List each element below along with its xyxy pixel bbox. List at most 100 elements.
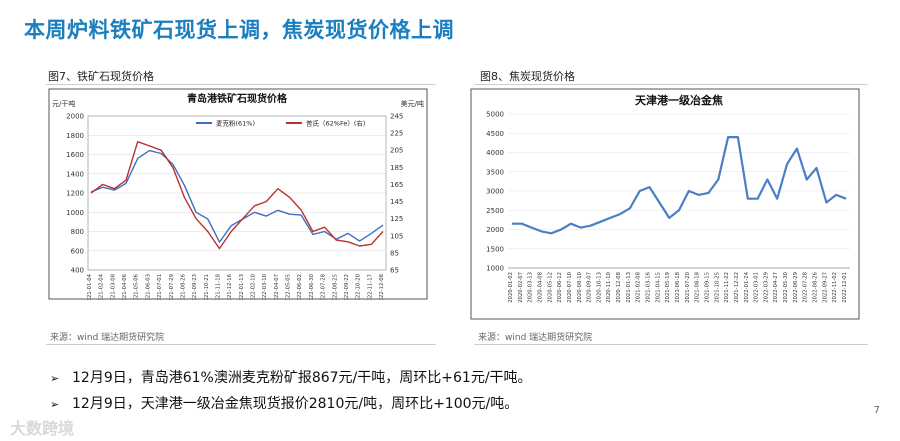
x-tick-label: 2021-06-18 <box>675 271 681 302</box>
x-tick-label: 2022-06-29 <box>793 272 799 303</box>
x-tick-label: 2021-05-06 <box>134 273 140 300</box>
x-tick-label: 2021-04-06 <box>122 273 128 300</box>
x-tick-label: 2022-06-30 <box>309 273 315 300</box>
x-tick-label: 2021-07-29 <box>169 274 175 300</box>
figure-8-source: 来源：wind 瑞达期货研究院 <box>478 333 593 343</box>
plot-area <box>87 115 387 271</box>
y-tick-right: 105 <box>390 232 403 240</box>
slide-title: 本周炉料铁矿石现货上调，焦炭现货价格上调 <box>24 18 454 42</box>
figure-7-bottom-divider <box>46 344 436 345</box>
x-tick-label: 2021-01-04 <box>87 273 93 300</box>
y-tick-left: 800 <box>71 228 84 236</box>
y-tick: 5000 <box>486 111 504 119</box>
y-tick-right: 185 <box>390 164 403 172</box>
x-tick-label: 2022-01-13 <box>239 274 245 300</box>
y-tick-left: 1800 <box>66 132 84 140</box>
x-tick-label: 2020-01-02 <box>508 272 514 303</box>
y-tick-left: 400 <box>71 267 84 275</box>
y-tick-left: 600 <box>71 247 84 255</box>
y-axis-left-label: 元/干吨 <box>52 99 75 108</box>
x-tick-label: 2022-11-17 <box>367 274 373 300</box>
y-tick-right: 245 <box>390 113 403 121</box>
bullet-text: 12月9日，天津港一级冶金焦现货报价2810元/吨，周环比+100元/吨。 <box>72 396 519 412</box>
x-tick-label: 2021-07-01 <box>157 274 163 300</box>
series-line-coke <box>512 135 847 235</box>
figure-8-caption: 图8、焦炭现货价格 <box>480 70 575 83</box>
y-tick-left: 1200 <box>66 190 84 198</box>
x-tick-label: 2022-12-01 <box>842 272 848 303</box>
y-tick-right: 205 <box>390 147 403 155</box>
x-tick-label: 2020-03-13 <box>528 272 534 303</box>
x-tick-label: 2022-02-10 <box>251 273 257 300</box>
y-tick: 4000 <box>486 149 504 157</box>
arrow-bullet-icon: ➢ <box>50 372 60 385</box>
x-tick-label: 2021-08-26 <box>180 273 186 300</box>
x-tick-label: 2021-02-04 <box>99 273 105 300</box>
x-tick-label: 2022-05-05 <box>286 274 292 300</box>
legend-label: 麦克粉(61%) <box>216 119 255 128</box>
x-tick-label: 2021-04-15 <box>655 272 661 303</box>
x-tick-label: 2021-06-03 <box>145 274 151 300</box>
figure-8-divider <box>474 84 868 85</box>
x-tick-label: 2022-03-01 <box>754 272 760 303</box>
y-tick: 3500 <box>486 168 504 176</box>
bullet-item: ➢ 12月9日，青岛港61%澳洲麦克粉矿报867元/干吨，周环比+61元/干吨。 <box>50 365 532 391</box>
x-tick-label: 2022-12-08 <box>379 273 385 300</box>
x-tick-label: 2021-01-13 <box>626 272 632 303</box>
y-tick-left: 2000 <box>66 113 84 121</box>
figure-8-bottom-divider <box>474 344 868 345</box>
x-tick-label: 2022-09-22 <box>344 274 350 300</box>
chart-frame <box>470 88 860 320</box>
x-tick-label: 2022-08-25 <box>332 274 338 300</box>
arrow-bullet-icon: ➢ <box>50 398 60 411</box>
x-tick-label: 2021-12-16 <box>227 273 233 300</box>
y-tick: 1000 <box>486 265 504 273</box>
y-tick-right: 125 <box>390 215 403 223</box>
x-tick-label: 2021-03-08 <box>110 273 116 300</box>
page-number: 7 <box>873 405 880 416</box>
x-tick-label: 2020-08-10 <box>577 271 583 302</box>
x-tick-label: 2021-11-18 <box>215 273 221 300</box>
y-tick-right: 165 <box>390 181 403 189</box>
x-tick-label: 2020-07-10 <box>567 271 573 302</box>
y-tick-right: 145 <box>390 198 403 206</box>
x-tick-label: 2022-09-27 <box>822 272 828 303</box>
x-tick-label: 2022-07-28 <box>803 271 809 302</box>
x-tick-label: 2021-10-25 <box>714 272 720 303</box>
x-tick-label: 2021-08-18 <box>695 271 701 302</box>
y-tick-left: 1000 <box>66 209 84 217</box>
y-tick: 2000 <box>486 226 504 234</box>
series-line-platts <box>90 141 384 250</box>
x-tick-label: 2020-04-08 <box>537 271 543 302</box>
chart-title: 天津港一级冶金焦 <box>635 93 723 107</box>
y-tick-right: 85 <box>390 249 399 257</box>
y-tick: 1500 <box>486 245 504 253</box>
bullet-item: ➢ 12月9日，天津港一级冶金焦现货报价2810元/吨，周环比+100元/吨。 <box>50 391 532 417</box>
x-tick-label: 2020-02-07 <box>518 272 524 303</box>
figure-7-caption: 图7、铁矿石现货价格 <box>48 70 154 83</box>
x-tick-label: 2020-09-07 <box>587 272 593 303</box>
figure-7-source: 来源：wind 瑞达期货研究院 <box>50 333 165 343</box>
x-tick-label: 2022-04-27 <box>773 272 779 303</box>
legend-label: 普氏（62%Fe）(右) <box>306 119 365 128</box>
x-tick-label: 2022-03-29 <box>763 272 769 303</box>
x-tick-label: 2020-06-12 <box>557 272 563 303</box>
x-tick-label: 2020-05-12 <box>547 272 553 303</box>
x-tick-label: 2022-01-24 <box>744 271 750 302</box>
y-axis-right-label: 美元/吨 <box>401 99 424 108</box>
x-tick-label: 2022-11-02 <box>832 272 838 303</box>
x-tick-label: 2020-12-08 <box>616 271 622 302</box>
y-tick-right: 65 <box>390 267 399 275</box>
figure-7-divider <box>46 84 436 85</box>
y-tick: 3000 <box>486 188 504 196</box>
x-tick-label: 2021-09-15 <box>704 272 710 303</box>
x-tick-label: 2021-07-20 <box>685 271 691 302</box>
y-tick-left: 1600 <box>66 151 84 159</box>
x-tick-label: 2022-07-28 <box>321 273 327 300</box>
y-tick-left: 1400 <box>66 170 84 178</box>
bullet-text: 12月9日，青岛港61%澳洲麦克粉矿报867元/干吨，周环比+61元/干吨。 <box>72 370 532 386</box>
x-tick-label: 2021-11-22 <box>724 272 730 303</box>
x-tick-label: 2022-10-20 <box>356 273 362 300</box>
x-tick-label: 2021-12-22 <box>734 272 740 303</box>
